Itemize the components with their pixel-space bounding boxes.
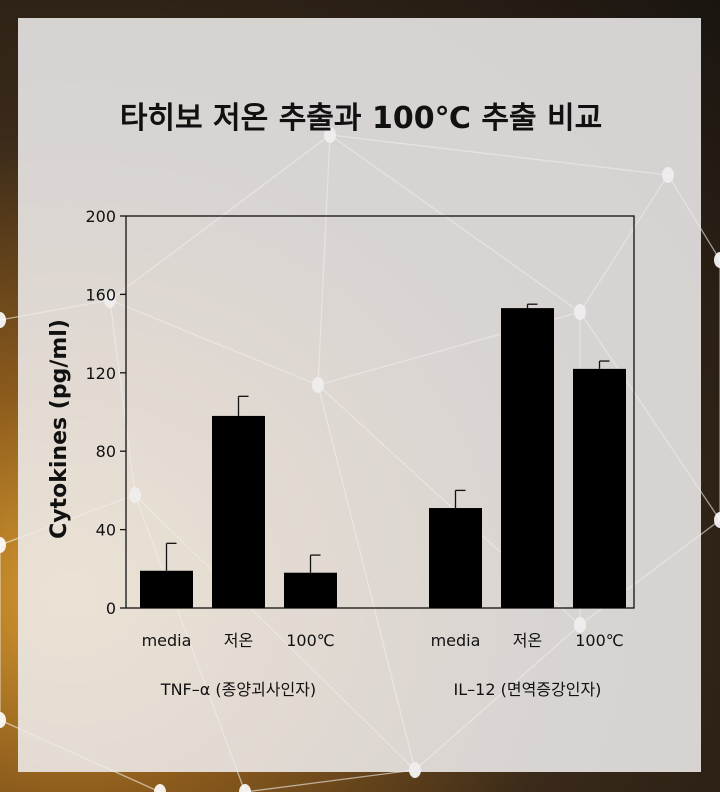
- group-label: TNF–α (종양괴사인자): [160, 680, 316, 699]
- bar: [429, 508, 482, 608]
- plot-frame: [125, 215, 635, 609]
- category-label: 저온: [513, 631, 542, 650]
- chart-title: 타히보 저온 추출과 100℃ 추출 비교: [120, 101, 602, 136]
- y-tick-label: 160: [85, 285, 116, 304]
- bar: [284, 572, 337, 608]
- y-axis: 0 40 80 120 160 200: [85, 207, 126, 618]
- network-node: [154, 784, 166, 792]
- category-label: media: [431, 631, 481, 650]
- network-node: [239, 784, 251, 792]
- bar: [501, 308, 554, 608]
- bar-chart: 타히보 저온 추출과 100℃ 추출 비교 Cytokines (pg/ml) …: [47, 101, 635, 699]
- category-label: 100℃: [575, 631, 624, 650]
- bars: [140, 303, 626, 608]
- network-node: [714, 512, 720, 528]
- y-tick-label: 200: [85, 207, 116, 226]
- network-line: [244, 769, 416, 792]
- group-label: IL–12 (면역증강인자): [454, 680, 602, 699]
- network-node: [714, 252, 720, 268]
- network-node: [0, 312, 6, 328]
- category-label: 저온: [224, 631, 253, 650]
- y-tick-label: 120: [85, 364, 116, 383]
- y-tick-label: 0: [106, 599, 116, 618]
- bar: [140, 570, 193, 608]
- bar: [573, 368, 626, 608]
- category-labels: media 저온 100℃ TNF–α (종양괴사인자) media 저온 100℃ IL–1…: [142, 631, 624, 699]
- chart-panel: 타히보 저온 추출과 100℃ 추출 비교 Cytokines (pg/ml) …: [18, 18, 701, 772]
- category-label: media: [142, 631, 192, 650]
- y-axis-label: Cytokines (pg/ml): [47, 319, 72, 539]
- category-label: 100℃: [286, 631, 335, 650]
- y-tick-label: 80: [96, 442, 116, 461]
- y-tick-label: 40: [96, 521, 116, 540]
- network-node: [0, 537, 6, 553]
- network-node: [0, 712, 6, 728]
- bar: [212, 415, 265, 608]
